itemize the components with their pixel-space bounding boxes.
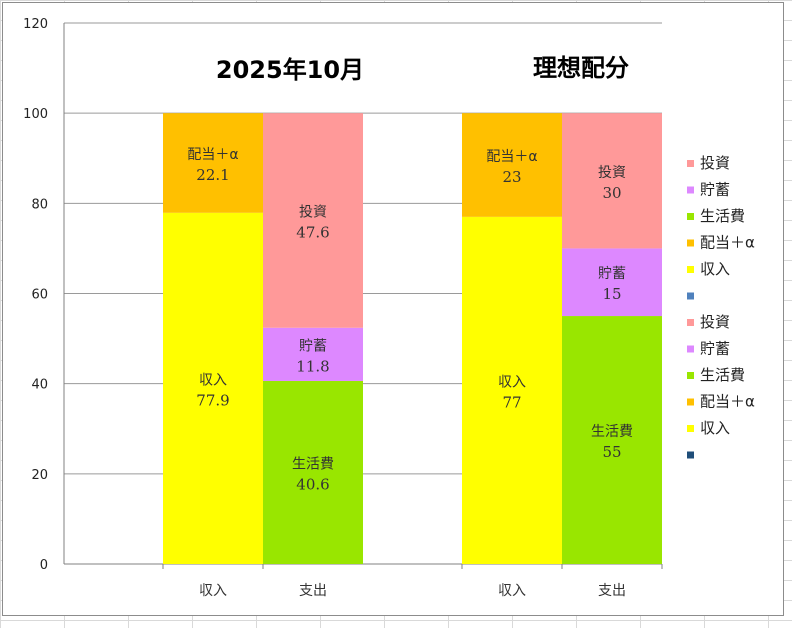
chart-title: 2025年10月 [216,56,364,84]
legend-entry: 収入 [700,419,730,437]
legend-swatch [687,160,694,167]
data-label-value: 22.1 [196,166,229,184]
legend-swatch [687,451,694,459]
legend-swatch [687,319,694,326]
data-label-value: 77 [502,393,521,411]
y-tick-label: 20 [31,468,48,483]
legend-swatch [687,186,694,194]
data-label: 投資 [598,165,626,181]
data-label-value: 11.8 [296,357,329,375]
data-label-value: 15 [602,285,621,303]
legend-entry: 貯蓄 [700,340,730,358]
legend-entry: 投資 [700,313,730,331]
data-label-value: 77.9 [196,391,229,409]
y-tick-label: 120 [23,17,48,32]
x-tick-label: 支出 [598,583,626,599]
y-tick-label: 100 [23,107,48,122]
bar-segment[interactable] [163,113,263,213]
legend-swatch [687,213,694,220]
legend-entry: 投資 [700,154,730,172]
data-label: 収入 [199,372,227,388]
data-label-value: 47.6 [296,223,329,241]
legend-swatch [687,345,694,353]
data-label: 配当＋α [187,147,238,163]
bar-segment[interactable] [562,316,662,564]
y-tick-label: 80 [31,197,48,212]
bar-segment[interactable] [462,113,562,217]
x-tick-label: 収入 [498,583,526,599]
data-label-value: 30 [602,184,621,202]
legend-swatch [687,292,694,300]
data-label-value: 55 [602,443,621,461]
data-label-value: 23 [502,168,521,186]
bar-segment[interactable] [562,248,662,317]
legend-swatch [687,239,694,247]
x-tick-label: 収入 [199,583,227,599]
y-tick-label: 0 [40,558,48,573]
y-tick-label: 60 [31,288,48,303]
y-tick-label: 40 [31,378,48,393]
legend-entry: 貯蓄 [700,181,730,199]
legend-swatch [687,266,694,273]
data-label-value: 40.6 [296,475,329,493]
data-label: 貯蓄 [299,338,327,354]
legend-entry: 生活費 [700,366,745,384]
bar-segment[interactable] [263,380,363,564]
data-label: 生活費 [591,424,633,440]
data-label: 配当＋α [486,149,537,165]
data-label: 投資 [299,204,327,220]
legend-entry: 配当＋α [700,393,755,411]
x-tick-label: 支出 [299,583,327,599]
legend-entry: 収入 [700,260,730,278]
legend-entry: 生活費 [700,207,745,225]
bar-segment[interactable] [263,113,363,328]
data-label: 貯蓄 [598,266,626,282]
chart-title: 理想配分 [533,54,629,82]
legend-swatch [687,425,694,432]
data-label: 収入 [498,374,526,390]
legend-swatch [687,372,694,379]
bar-segment[interactable] [163,212,263,564]
data-label: 生活費 [292,456,334,472]
bar-segment[interactable] [562,113,662,249]
bar-segment[interactable] [462,216,562,564]
legend-entry: 配当＋α [700,234,755,252]
bar-segment[interactable] [263,327,363,381]
legend-swatch [687,398,694,406]
